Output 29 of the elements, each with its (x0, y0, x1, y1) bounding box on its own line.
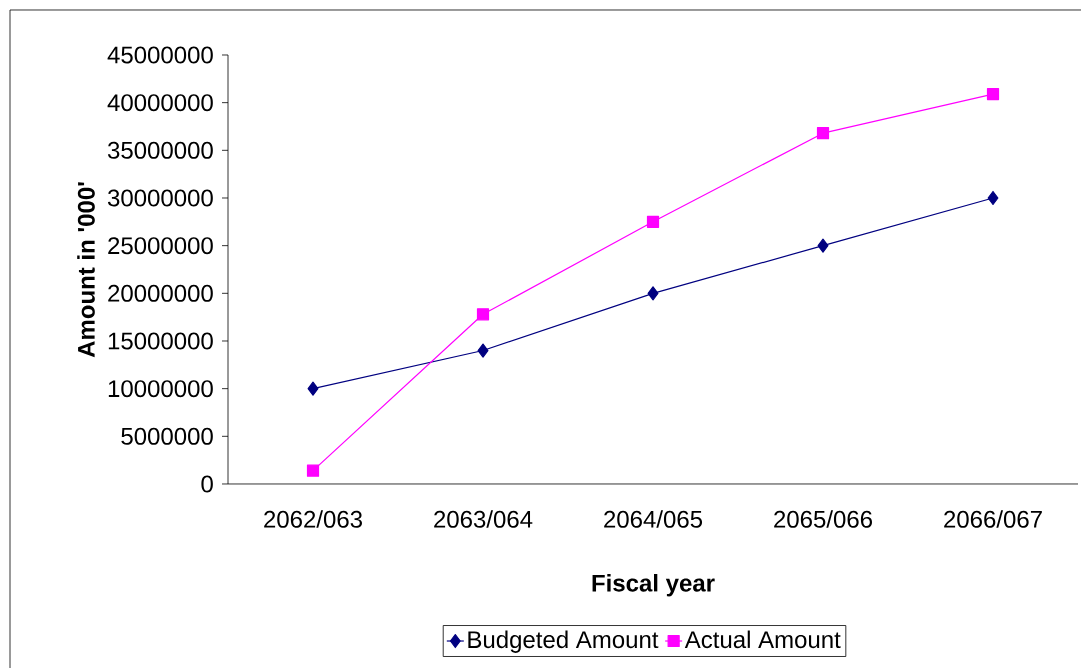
point (646, 215, 660, 228)
point (477, 343, 489, 358)
legend-label: Actual Amount (684, 630, 841, 649)
y-tick-label: 20000000 (108, 284, 213, 302)
y-tick-label: 15000000 (108, 332, 213, 350)
point (476, 308, 490, 321)
point (987, 190, 999, 206)
y-tick-label: 25000000 (108, 237, 213, 255)
point (986, 87, 1000, 101)
y-tick-label: 40000000 (107, 94, 213, 112)
x-tick-label: 2065/066 (774, 510, 872, 528)
y-tick-label: 5000000 (121, 427, 213, 445)
y-tick-label: 30000000 (107, 189, 213, 207)
x-tick-label: 2063/064 (434, 510, 533, 528)
legend-label: Budgeted Amount (468, 630, 659, 653)
point (306, 464, 320, 477)
point (647, 286, 659, 301)
y-tick-label: 0 (201, 475, 213, 493)
point (816, 127, 830, 140)
point (817, 238, 829, 253)
x-tick-label: 2064/065 (604, 510, 703, 528)
x-tick-label: 2066/067 (944, 510, 1042, 528)
x-axis-title: Fiscal year (592, 574, 715, 597)
y-tick-label: 45000000 (107, 46, 213, 64)
y-tick-label: 35000000 (107, 141, 213, 159)
x-tick-label: 2062/063 (264, 510, 362, 528)
y-tick-label: 10000000 (108, 380, 213, 398)
y-axis-title: Amount in '000' (77, 182, 95, 358)
point (307, 381, 319, 396)
